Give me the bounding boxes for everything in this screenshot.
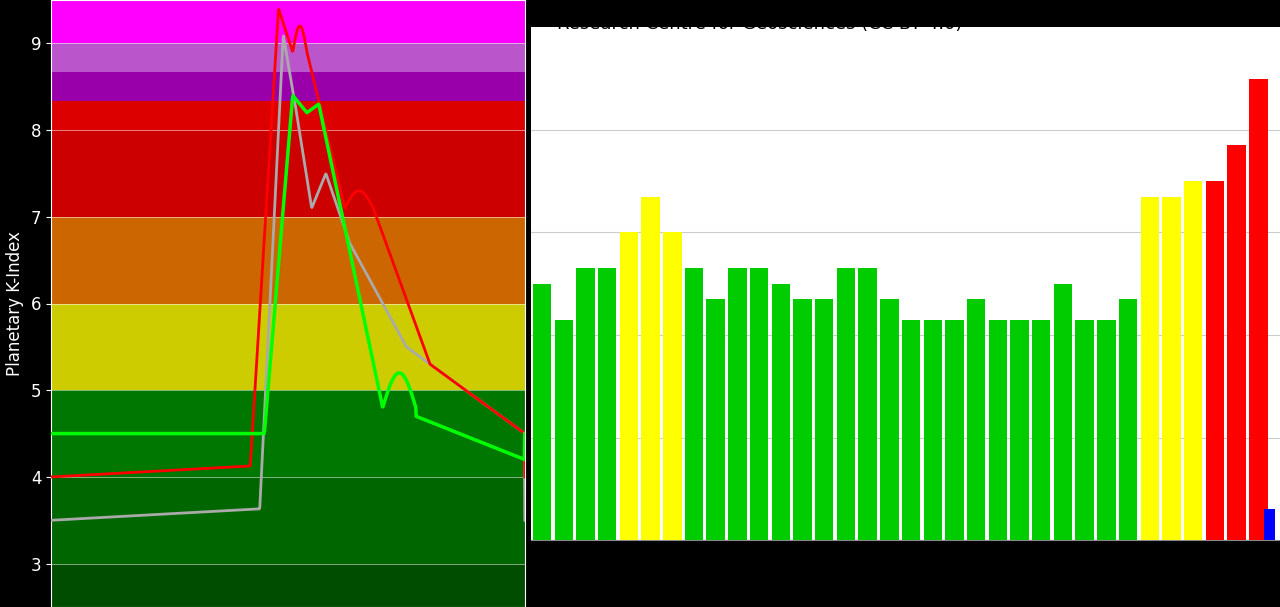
Bar [902, 320, 920, 540]
Bar [51, 217, 525, 304]
Bar [1206, 181, 1224, 540]
Bar [1010, 320, 1029, 540]
Bar [728, 268, 746, 540]
Bar [1184, 181, 1202, 540]
Bar [772, 284, 790, 540]
Bar [1097, 320, 1116, 540]
Bar [945, 320, 964, 540]
Bar [794, 299, 812, 540]
Bar [51, 101, 525, 130]
Bar [1228, 145, 1245, 540]
Bar [988, 320, 1007, 540]
Bar [815, 299, 833, 540]
Bar [554, 320, 573, 540]
Bar [966, 299, 986, 540]
Bar [707, 299, 724, 540]
Bar [1032, 320, 1051, 540]
Bar [859, 268, 877, 540]
Bar [51, 130, 525, 217]
Bar [1263, 509, 1275, 540]
Bar [663, 232, 681, 540]
X-axis label: time (UTC): time (UTC) [858, 570, 954, 588]
Bar [837, 268, 855, 540]
Bar [641, 197, 659, 540]
Bar [51, 43, 525, 72]
Bar [51, 477, 525, 564]
Bar [576, 268, 595, 540]
Bar [51, 304, 525, 390]
Bar [1119, 299, 1138, 540]
Bar [598, 268, 617, 540]
Bar [51, 0, 525, 43]
Y-axis label: Planetary K-Index: Planetary K-Index [6, 231, 24, 376]
Bar [881, 299, 899, 540]
Bar [51, 72, 525, 101]
Bar [1140, 197, 1158, 540]
Bar [51, 564, 525, 607]
Bar [1249, 78, 1267, 540]
Bar [685, 268, 703, 540]
Bar [1162, 197, 1180, 540]
Bar [923, 320, 942, 540]
Bar [1075, 320, 1094, 540]
Bar [51, 390, 525, 477]
Bar [1053, 284, 1073, 540]
Bar [750, 268, 768, 540]
Bar [532, 284, 552, 540]
Bar [620, 232, 639, 540]
Text: Research Centre for Geosciences (CC BY 4.0): Research Centre for Geosciences (CC BY 4… [557, 15, 963, 33]
